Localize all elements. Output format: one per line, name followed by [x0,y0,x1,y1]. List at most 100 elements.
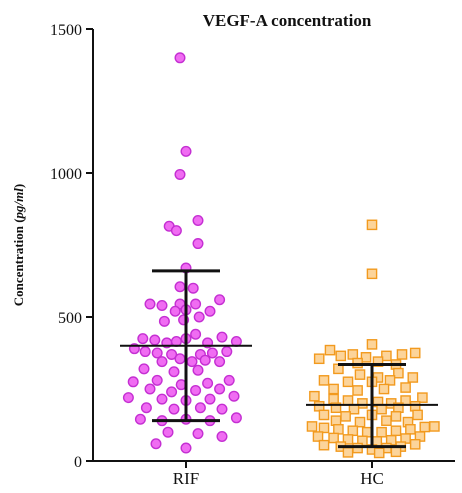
y-axis-label-text: Concentration ( [11,218,26,306]
hc-data-point [352,385,363,396]
hc-data-point [318,422,330,434]
hc-data-point [342,434,354,445]
rif-data-point [156,356,168,368]
rif-data-point [192,364,204,376]
rif-data-point [221,346,233,358]
hc-data-point [330,415,342,426]
rif-data-point [192,238,204,250]
rif-data-point [192,428,204,440]
rif-data-point [127,376,139,388]
rif-data-point [187,282,199,294]
hc-data-point [429,421,440,432]
y-tick-label: 500 [58,310,82,327]
hc-data-point [381,415,392,426]
hc-data-point [313,353,325,365]
hc-data-point [318,409,330,421]
hc-data-point [318,375,330,386]
rif-data-point [134,413,146,425]
hc-data-point [407,372,419,383]
hc-data-point [390,411,402,422]
hc-data-point [306,421,318,432]
rif-data-point [138,363,150,375]
rif-data-point [223,374,235,386]
hc-data-point [354,416,366,428]
hc-data-point [347,349,359,360]
y-tick-label: 1500 [50,22,82,39]
hc-data-point [390,425,402,437]
rif-data-point [144,383,156,395]
hc-data-point [405,424,416,435]
rif-data-point [144,298,156,310]
hc-data-point [328,393,339,405]
hc-data-point [328,383,339,395]
rif-data-point [170,225,182,237]
rif-data-point [230,412,242,424]
hc-data-point [381,350,392,362]
hc-data-point [312,431,324,442]
hc-data-point [318,439,330,451]
rif-data-point [186,356,198,368]
rif-data-point [137,333,149,345]
hc-data-point [309,390,320,402]
hc-data-point [340,411,351,422]
hc-data-point [330,402,342,414]
hc-data-point [419,421,431,433]
rif-data-point [166,348,178,360]
hc-data-point [376,426,387,438]
hc-data-point [396,349,408,360]
rif-data-point [169,305,181,317]
hc-data-point [417,392,428,403]
hc-data-point [376,403,387,415]
rif-data-point [190,384,202,396]
rif-data-point [180,145,192,157]
error-bars [120,269,438,449]
rif-data-point [206,347,218,359]
hc-data-point [357,398,368,409]
rif-data-point [150,438,162,450]
hc-data-point [378,383,390,395]
x-tick-label: RIF [173,469,199,488]
hc-data-point [333,424,344,435]
hc-data-point [384,375,396,386]
rif-data-point [151,374,163,386]
rif-data-point [122,392,134,404]
rif-data-point [162,426,174,438]
hc-data-point [347,425,359,437]
hc-data-point [354,369,366,380]
rif-data-point [204,305,216,317]
hc-data-point [324,344,336,356]
rif-data-point [156,299,168,311]
hc-data-point [366,219,378,231]
hc-data-point [409,438,421,450]
hc-data-point [342,395,354,406]
hc-data-point [373,447,385,459]
hc-data-point [313,400,325,412]
rif-data-point [174,168,186,180]
chart-title: VEGF-A concentration [203,11,372,30]
hc-data-point [335,350,347,362]
rif-data-point [190,298,202,310]
rif-data-point [216,403,228,415]
rif-data-point [199,354,211,366]
hc-data-point [412,409,423,421]
rif-data-point [180,442,192,454]
y-tick-label: 1000 [50,166,82,183]
hc-data-point [366,268,378,280]
rif-data-point [216,431,228,443]
hc-data-point [360,352,372,363]
hc-data-point [400,382,411,393]
hc-data-point [409,347,421,359]
rif-data-point [194,402,206,414]
hc-data-point [366,339,378,350]
rif-data-point [202,377,214,389]
rif-data-point [158,315,170,327]
rif-data-point [140,402,152,414]
y-axis-label-unit: pg/ml [11,188,26,220]
hc-data-point [372,356,384,367]
rif-data-point [214,294,226,306]
rif-data-point [214,383,226,395]
hc-data-point [328,432,339,444]
rif-data-point [190,328,202,340]
rif-data-point [228,390,240,402]
